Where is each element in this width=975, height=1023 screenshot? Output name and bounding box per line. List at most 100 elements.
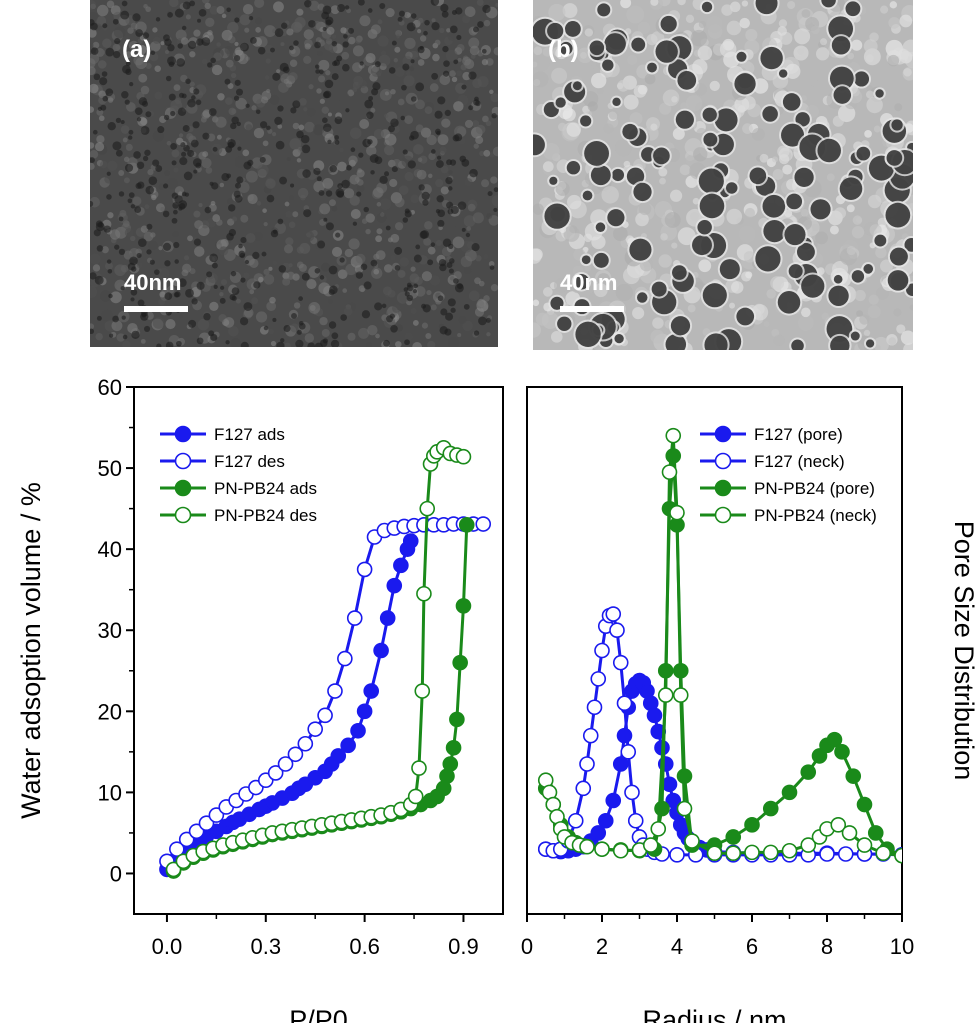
data-point — [416, 585, 432, 602]
y-tick-label: 20 — [98, 699, 122, 724]
data-point — [356, 561, 373, 578]
data-point — [856, 837, 873, 853]
data-point — [684, 833, 700, 849]
legend-label: F127 (neck) — [754, 452, 845, 471]
data-point — [867, 825, 884, 841]
data-point — [845, 768, 862, 784]
data-point — [669, 847, 685, 863]
data-point — [327, 683, 343, 699]
sem-micrograph-b: (b) 40nm — [533, 0, 913, 350]
data-point — [452, 654, 468, 671]
data-point — [586, 699, 603, 716]
data-point — [411, 760, 427, 776]
y-tick-label: 40 — [98, 537, 122, 562]
data-point — [762, 800, 779, 817]
data-point — [841, 825, 858, 841]
data-point — [575, 780, 592, 797]
legend-label: PN-PB24 des — [214, 506, 317, 525]
data-point — [781, 784, 798, 801]
y-tick-label: 60 — [98, 375, 122, 400]
x-tick-label: 2 — [596, 934, 608, 959]
data-point — [665, 427, 682, 444]
data-point — [676, 800, 693, 817]
data-point — [330, 748, 347, 764]
data-point — [616, 695, 633, 712]
data-point — [661, 464, 678, 480]
data-point — [594, 642, 610, 659]
data-point — [307, 721, 324, 737]
data-point — [605, 606, 622, 622]
y-tick-label: 30 — [98, 618, 122, 643]
legend-marker — [174, 479, 192, 497]
data-point — [567, 812, 584, 829]
data-point — [642, 837, 659, 853]
data-point — [837, 846, 854, 862]
legend-label: F127 ads — [214, 425, 285, 444]
plot-frame — [133, 386, 504, 915]
data-point — [458, 517, 475, 533]
data-point — [198, 815, 215, 831]
data-point — [579, 838, 595, 855]
data-point — [267, 765, 284, 781]
data-point — [672, 687, 689, 703]
micrograph-texture-b — [533, 0, 913, 350]
data-point — [661, 776, 678, 793]
data-point — [875, 845, 892, 861]
data-point — [178, 831, 195, 848]
plot-body — [159, 440, 492, 879]
series-f127-des — [159, 516, 492, 870]
data-point — [781, 842, 798, 859]
data-point — [442, 756, 459, 772]
series-f127-neck- — [537, 606, 902, 863]
legend-marker — [714, 452, 732, 470]
data-point — [830, 817, 847, 833]
x-tick-label: 0 — [521, 934, 533, 959]
data-point — [317, 707, 333, 724]
legend-label: PN-PB24 (neck) — [754, 506, 877, 525]
y-axis-label: Pore Size Distribution — [949, 521, 975, 781]
data-point — [419, 500, 436, 517]
series-pn-pb24-des — [165, 440, 472, 878]
data-point — [582, 727, 599, 744]
data-point — [620, 744, 637, 760]
data-point — [455, 448, 472, 465]
data-point — [340, 737, 356, 754]
data-point — [373, 642, 389, 659]
data-point — [337, 650, 353, 667]
data-point — [297, 735, 314, 752]
data-point — [350, 722, 366, 739]
panel-label-a: (a) — [122, 36, 152, 63]
data-point — [402, 533, 419, 549]
data-point — [826, 731, 843, 748]
data-point — [287, 746, 304, 763]
data-point — [624, 784, 640, 801]
y-tick-label: 0 — [110, 861, 122, 886]
x-tick-label: 0.3 — [250, 934, 281, 959]
legend-label: PN-PB24 (pore) — [754, 479, 875, 498]
data-point — [597, 812, 614, 829]
data-point — [834, 744, 850, 760]
tem-micrograph-a: (a) 40nm — [90, 0, 498, 347]
data-point — [579, 756, 595, 772]
data-point — [811, 748, 828, 764]
data-point — [894, 847, 902, 864]
data-point — [605, 792, 622, 809]
data-point — [393, 557, 409, 574]
legend-marker — [714, 506, 732, 524]
x-tick-label: 6 — [746, 934, 758, 959]
data-point — [188, 823, 205, 840]
data-point — [627, 812, 644, 829]
x-tick-label: 0.0 — [152, 934, 183, 959]
plot-body — [537, 427, 902, 864]
y-axis-label: Water adsoption volume / % — [16, 482, 46, 819]
data-point — [379, 610, 396, 626]
data-point — [609, 622, 625, 639]
data-point — [449, 711, 465, 728]
data-point — [612, 654, 629, 671]
data-point — [414, 683, 431, 699]
x-tick-label: 4 — [671, 934, 683, 959]
data-point — [445, 739, 462, 756]
data-point — [669, 504, 685, 521]
series-pn-pb24-neck- — [537, 427, 902, 864]
